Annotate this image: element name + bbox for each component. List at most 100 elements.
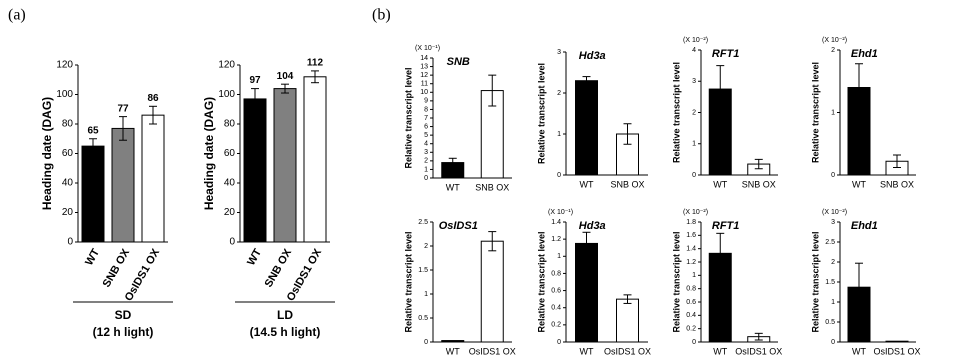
y-tick-label: 0.8 bbox=[686, 286, 696, 293]
x-tick-label: WT bbox=[446, 182, 460, 192]
x-tick-label: SNB OX bbox=[263, 246, 295, 289]
y-tick-label: 20 bbox=[62, 207, 74, 218]
y-tick-label: 4 bbox=[692, 47, 696, 54]
y-tick-label: 14 bbox=[420, 55, 428, 62]
y-tick-label: 2.5 bbox=[418, 219, 428, 226]
y-tick-label: 40 bbox=[62, 178, 74, 189]
y-tick-label: 2 bbox=[831, 259, 835, 266]
bar bbox=[303, 76, 327, 243]
y-tick-label: 1.4 bbox=[686, 246, 696, 253]
group-sublabel: (14.5 h light) bbox=[250, 325, 321, 339]
x-tick-label: WT bbox=[580, 346, 594, 356]
bar bbox=[616, 298, 639, 343]
y-tick-label: 3 bbox=[831, 219, 835, 226]
y-tick-label: 4 bbox=[424, 141, 428, 148]
data-label: 65 bbox=[87, 125, 99, 136]
chart-title: Ehd1 bbox=[851, 48, 878, 60]
y-tick-label: 0.6 bbox=[551, 287, 561, 294]
y-tick-label: 0.8 bbox=[551, 270, 561, 277]
x-tick-label: SNB OX bbox=[475, 182, 509, 192]
y-tick-label: 12 bbox=[420, 72, 428, 79]
y-tick-label: 100 bbox=[56, 89, 73, 100]
y-tick-label: 1.4 bbox=[551, 219, 561, 226]
chart-title: RFT1 bbox=[712, 48, 740, 60]
y-multiplier: (X 10⁻¹) bbox=[415, 45, 440, 52]
y-tick-label: 7 bbox=[424, 115, 428, 122]
y-tick-label: 0.4 bbox=[686, 312, 696, 319]
y-axis-label: Relative transcript level bbox=[671, 62, 681, 163]
x-tick-label: WT bbox=[580, 179, 594, 189]
y-multiplier: (X 10⁻²) bbox=[683, 209, 708, 216]
y-tick-label: 2 bbox=[557, 90, 561, 97]
panel-label: (b) bbox=[372, 7, 391, 24]
bar bbox=[111, 127, 135, 243]
data-label: 77 bbox=[117, 103, 129, 114]
bar bbox=[480, 240, 504, 343]
x-tick-label: SNB OX bbox=[880, 179, 914, 189]
y-tick-label: 60 bbox=[62, 148, 74, 159]
y-tick-label: 1 bbox=[557, 253, 561, 260]
x-tick-label: OsIDS1 OX bbox=[604, 346, 651, 356]
y-tick-label: 0.5 bbox=[418, 315, 428, 322]
bar bbox=[575, 80, 598, 176]
x-tick-label: WT bbox=[83, 247, 102, 268]
y-tick-label: 3 bbox=[692, 78, 696, 85]
x-tick-label: SNB OX bbox=[101, 246, 133, 289]
y-tick-label: 2 bbox=[831, 47, 835, 54]
y-axis-label: Heading date (DAG) bbox=[202, 97, 216, 210]
chart-title: Hd3a bbox=[579, 220, 606, 232]
y-tick-label: 80 bbox=[62, 119, 74, 130]
y-tick-label: 8 bbox=[424, 106, 428, 113]
y-tick-label: 11 bbox=[421, 81, 428, 88]
chart-title: OsIDS1 bbox=[439, 220, 478, 232]
y-tick-label: 9 bbox=[424, 98, 428, 105]
data-label: 97 bbox=[249, 75, 261, 86]
chart-title: Ehd1 bbox=[851, 220, 878, 232]
y-tick-label: 120 bbox=[56, 60, 73, 71]
group-sublabel: (12 h light) bbox=[93, 325, 154, 339]
chart-title: Hd3a bbox=[579, 50, 606, 62]
x-tick-label: WT bbox=[713, 346, 727, 356]
y-tick-label: 0.6 bbox=[686, 299, 696, 306]
y-tick-label: 1 bbox=[831, 109, 835, 116]
y-tick-label: 120 bbox=[218, 60, 235, 71]
data-label: 104 bbox=[277, 71, 294, 82]
y-axis-label: Relative transcript level bbox=[536, 63, 546, 164]
x-tick-label: SNB OX bbox=[610, 179, 644, 189]
y-tick-label: 0 bbox=[692, 172, 696, 179]
y-tick-label: 6 bbox=[424, 123, 428, 130]
bar bbox=[141, 114, 165, 243]
y-tick-label: 60 bbox=[224, 148, 236, 159]
x-tick-label: SNB OX bbox=[742, 179, 776, 189]
x-tick-label: WT bbox=[852, 346, 866, 356]
y-tick-label: 13 bbox=[420, 63, 428, 70]
y-tick-label: 2 bbox=[424, 243, 428, 250]
y-tick-label: 40 bbox=[224, 178, 236, 189]
y-tick-label: 1 bbox=[424, 291, 428, 298]
x-tick-label: WT bbox=[245, 247, 264, 268]
y-tick-label: 5 bbox=[424, 132, 428, 139]
x-tick-label: OsIDS1 OX bbox=[469, 346, 516, 356]
bar bbox=[243, 98, 267, 243]
bar bbox=[81, 145, 105, 243]
y-tick-label: 0 bbox=[831, 339, 835, 346]
y-axis-label: Relative transcript level bbox=[810, 231, 820, 332]
y-tick-label: 10 bbox=[420, 89, 428, 96]
chart-title: RFT1 bbox=[712, 220, 740, 232]
y-axis-label: Heading date (DAG) bbox=[40, 97, 54, 210]
y-tick-label: 80 bbox=[224, 119, 236, 130]
y-tick-label: 1 bbox=[424, 166, 428, 173]
y-tick-label: 0 bbox=[557, 172, 561, 179]
y-multiplier: (X 10⁻²) bbox=[822, 209, 847, 216]
y-tick-label: 0.2 bbox=[686, 326, 696, 333]
y-axis-label: Relative transcript level bbox=[810, 62, 820, 163]
y-tick-label: 1.5 bbox=[418, 267, 428, 274]
group-label: SD bbox=[115, 308, 132, 322]
y-tick-label: 0.5 bbox=[825, 319, 835, 326]
y-tick-label: 1 bbox=[557, 131, 561, 138]
x-tick-label: OsIDS1 OX bbox=[735, 346, 782, 356]
y-tick-label: 2 bbox=[692, 109, 696, 116]
y-axis-label: Relative transcript level bbox=[403, 67, 413, 168]
y-tick-label: 1.2 bbox=[686, 259, 696, 266]
